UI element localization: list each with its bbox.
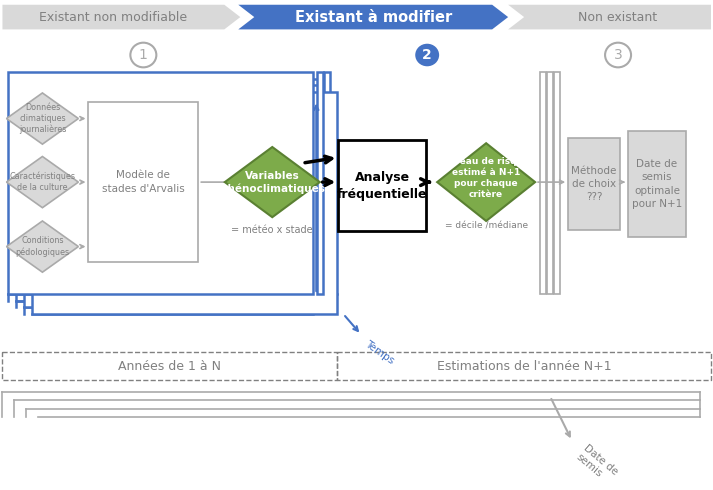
Bar	[628, 131, 686, 237]
Text: Date de
semis
optimale
pour N+1: Date de semis optimale pour N+1	[632, 159, 682, 209]
Text: Années de 1 à N: Années de 1 à N	[118, 360, 221, 372]
Polygon shape	[6, 156, 78, 208]
Text: Analyse
fréquentielle: Analyse fréquentielle	[337, 171, 428, 201]
Text: Variables
phénoclimatiques: Variables phénoclimatiques	[220, 171, 324, 194]
Polygon shape	[508, 5, 711, 29]
Bar	[9, 72, 313, 294]
Polygon shape	[6, 93, 78, 144]
Polygon shape	[225, 147, 319, 217]
Bar	[317, 72, 323, 294]
Bar	[540, 72, 546, 294]
Text: 2: 2	[422, 48, 432, 62]
Polygon shape	[238, 5, 508, 29]
Text: Temps: Temps	[363, 339, 396, 366]
Circle shape	[130, 43, 156, 67]
Text: Données
climatiques
journalières: Données climatiques journalières	[19, 103, 66, 134]
Polygon shape	[6, 221, 78, 272]
Bar	[568, 138, 620, 230]
Text: Non existant: Non existant	[578, 11, 657, 24]
Bar	[554, 72, 560, 294]
Bar	[547, 72, 553, 294]
Text: Estimations de l'année N+1: Estimations de l'année N+1	[437, 360, 612, 372]
Polygon shape	[437, 143, 535, 221]
Circle shape	[605, 43, 631, 67]
Text: = météo x stade: = météo x stade	[232, 224, 313, 235]
Text: Conditions
pédologiques: Conditions pédologiques	[16, 236, 69, 257]
Bar	[88, 102, 198, 262]
Polygon shape	[2, 5, 240, 29]
Bar	[338, 140, 426, 231]
Bar	[2, 352, 337, 380]
Bar	[24, 85, 329, 307]
Text: Méthode
de choix
???: Méthode de choix ???	[571, 166, 617, 202]
Text: 3: 3	[614, 48, 622, 62]
Bar	[337, 352, 711, 380]
Text: Date de
semis: Date de semis	[574, 443, 620, 486]
Text: Existant non modifiable: Existant non modifiable	[39, 11, 188, 24]
Text: Modèle de
stades d'Arvalis: Modèle de stades d'Arvalis	[102, 170, 185, 194]
Text: Caractéristiques
de la culture: Caractéristiques de la culture	[9, 172, 76, 192]
Text: Niveau de risque
estimé à N+1
pour chaque
critère: Niveau de risque estimé à N+1 pour chaqu…	[443, 157, 529, 199]
Text: 1: 1	[139, 48, 148, 62]
Bar	[32, 92, 337, 314]
Text: Existant à modifier: Existant à modifier	[294, 10, 452, 24]
Bar	[324, 72, 330, 294]
Circle shape	[414, 43, 440, 67]
Text: = décile /médiane: = décile /médiane	[445, 221, 528, 230]
Bar	[16, 79, 322, 301]
